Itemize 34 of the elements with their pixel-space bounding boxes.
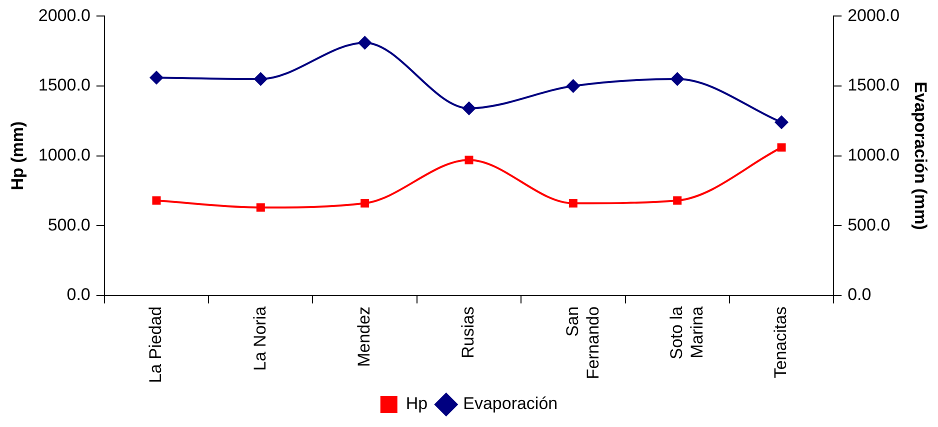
x-tick-label: Mendez [354,306,374,367]
point [462,101,476,116]
y2-tick-label: 1000.0 [848,146,900,165]
point [777,143,786,152]
x-tick-label: Soto la Marina [667,306,706,360]
point [256,203,265,212]
y-tick-label: 1000.0 [38,146,90,165]
x-tick-label: La Piedad [146,306,166,384]
legend-label: Hp [406,394,428,414]
y2-tick-label: 2000.0 [848,6,900,25]
point [566,79,580,94]
y-axis-title: Hp (mm) [8,121,27,190]
y2-tick-label: 0.0 [848,285,872,304]
point [149,70,164,85]
y2-axis-title: Evaporación (mm) [911,82,930,230]
point [358,36,372,50]
point [360,199,370,208]
y2-tick-label: 500.0 [848,215,890,234]
point [568,199,578,208]
legend-label: Evaporación [463,394,558,414]
point [254,72,268,86]
point [673,196,682,205]
y2-tick-label: 1500.0 [848,76,900,95]
x-tick-label: Rusias [458,306,478,358]
y-tick-label: 2000.0 [38,6,90,25]
y-tick-label: 0.0 [66,285,90,304]
x-tick-label: Tenacitas [771,306,790,378]
y-tick-label: 1500.0 [38,76,90,95]
point [152,196,161,205]
y-tick-label: 500.0 [48,215,90,234]
x-tick-label: San Fernando [562,306,602,380]
point [774,115,789,130]
point [670,72,684,86]
x-tick-label: La Noria [250,306,270,371]
